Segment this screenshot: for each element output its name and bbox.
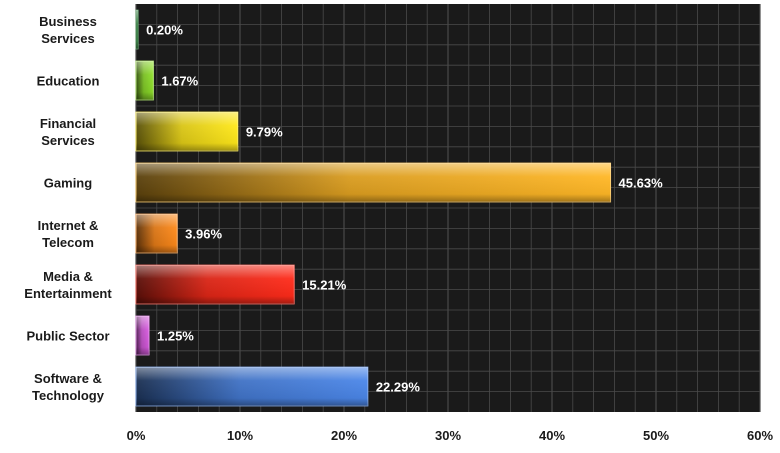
bar-highlight (136, 214, 178, 253)
x-tick-label: 30% (435, 428, 461, 443)
x-tick-label: 50% (643, 428, 669, 443)
category-labels: Business Services Education Financial Servic… (24, 14, 112, 403)
x-tick-label: 10% (227, 428, 253, 443)
value-label: 15.21% (302, 278, 347, 293)
category-label: Business (39, 14, 97, 29)
bar-highlight (136, 10, 139, 49)
x-tick-label: 60% (747, 428, 773, 443)
category-label: Services (41, 31, 95, 46)
bar-highlight (136, 163, 611, 202)
bar-highlight (136, 316, 149, 355)
grid-lines (135, 4, 761, 412)
category-label: Media & (43, 269, 93, 284)
x-tick-label: 0% (127, 428, 146, 443)
value-label: 22.29% (376, 380, 421, 395)
category-label: Education (37, 74, 100, 89)
x-tick-labels: 0% 10% 20% 30% 40% 50% 60% (127, 428, 774, 443)
value-label: 9.79% (246, 125, 283, 140)
value-label: 1.25% (157, 329, 194, 344)
bar-highlight (136, 367, 368, 406)
bar-highlight (136, 61, 154, 100)
value-label: 0.20% (146, 23, 183, 38)
category-label: Technology (32, 388, 105, 403)
value-label: 3.96% (185, 227, 222, 242)
x-tick-label: 20% (331, 428, 357, 443)
category-label: Public Sector (26, 329, 109, 344)
x-tick-label: 40% (539, 428, 565, 443)
value-label: 45.63% (619, 176, 664, 191)
category-label: Software & (34, 371, 102, 386)
category-label: Entertainment (24, 286, 112, 301)
value-labels: 0.20% 1.67% 9.79% 45.63% 3.96% 15.21% 1.25% 22.… (146, 23, 663, 395)
category-label: Internet & (38, 218, 99, 233)
bar-highlight (136, 265, 295, 304)
category-label: Services (41, 133, 95, 148)
bars (135, 9, 612, 407)
category-label: Financial (40, 116, 96, 131)
bar-highlight (136, 112, 238, 151)
value-label: 1.67% (161, 74, 198, 89)
category-label: Gaming (44, 176, 92, 191)
category-label: Telecom (42, 235, 94, 250)
